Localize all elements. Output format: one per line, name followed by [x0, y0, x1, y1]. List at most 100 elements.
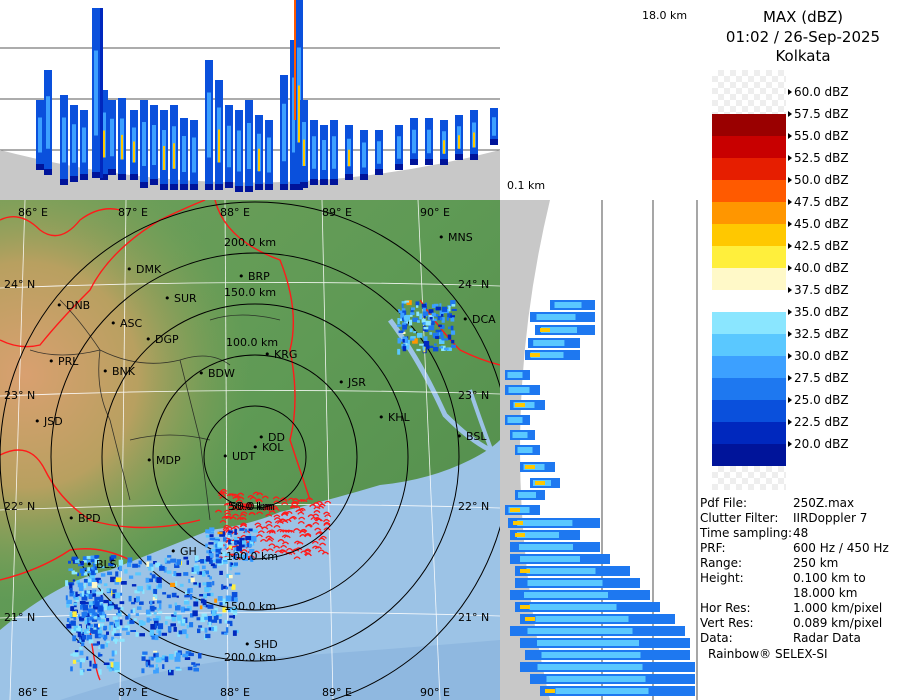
longitude-label: 90° E [420, 686, 450, 699]
info-key: PRF: [700, 541, 726, 555]
legend-label: 42.5 dBZ [788, 239, 849, 253]
info-value: Radar Data [793, 631, 861, 645]
legend-label: 47.5 dBZ [788, 195, 849, 209]
top-echo-columns [36, 0, 498, 192]
legend-label: 30.0 dBZ [788, 349, 849, 363]
side-echo-columns [505, 300, 695, 696]
legend-label: 20.0 dBZ [788, 437, 849, 451]
latitude-label-left: 23° N [4, 389, 36, 402]
info-value: 0.089 km/pixel [793, 616, 883, 630]
info-value: 18.000 km [793, 586, 858, 600]
city-dgp: • DGP [145, 333, 179, 346]
legend-swatch [712, 114, 786, 136]
info-key: Data: [700, 631, 733, 645]
longitude-label-top: 88° E [220, 206, 250, 219]
info-value: IIRDoppler 7 [793, 511, 868, 525]
latitude-label-left: 24° N [4, 278, 36, 291]
city-khl: • KHL [378, 411, 410, 424]
info-key: Height: [700, 571, 744, 585]
legend-swatch [712, 246, 786, 268]
max-height-label: 18.0 km [642, 9, 688, 22]
city-bpd: • BPD [68, 512, 101, 525]
product-title: MAX (dBZ) [762, 8, 844, 26]
city-dnb: • DNB [56, 299, 91, 312]
city-udt: • UDT [222, 450, 256, 463]
legend-swatch [712, 268, 786, 290]
legend-label: 45.0 dBZ [788, 217, 849, 231]
info-row: Time sampling: 48 [700, 526, 808, 540]
city-sur: • SUR [164, 292, 197, 305]
info-row: Hor Res: 1.000 km/pixel [700, 601, 882, 615]
city-bnk: • BNK [102, 365, 135, 378]
info-key: Hor Res: [700, 601, 751, 615]
info-value: 0.100 km to [793, 571, 866, 585]
city-dd: • DD [258, 431, 285, 444]
latitude-label-right: 21° N [458, 611, 490, 624]
side-cross-section [500, 200, 700, 700]
legend-label: 60.0 dBZ [788, 85, 849, 99]
latitude-label-right: 22° N [458, 500, 490, 513]
legend-label: 35.0 dBZ [788, 305, 849, 319]
range-ring-label-south: 100.0 km [226, 550, 279, 563]
latitude-label-right: 24° N [458, 278, 490, 291]
legend-swatch [712, 158, 786, 180]
legend-label: 32.5 dBZ [788, 327, 849, 341]
latitude-label-left: 21° N [4, 611, 36, 624]
city-krg: • KRG [264, 348, 298, 361]
legend-swatch [712, 378, 786, 400]
longitude-label-top: 87° E [118, 206, 148, 219]
legend-label: 37.5 dBZ [788, 283, 849, 297]
legend-label: 25.0 dBZ [788, 393, 849, 407]
longitude-label: 87° E [118, 686, 148, 699]
info-row: Vert Res: 0.089 km/pixel [700, 616, 882, 630]
info-row: Pdf File: 250Z.max [700, 496, 854, 510]
legend-swatch [712, 224, 786, 246]
latitude-label-right: 23° N [458, 389, 490, 402]
city-prl: • PRL [48, 355, 79, 368]
legend-swatch [712, 400, 786, 422]
legend-label: 22.5 dBZ [788, 415, 849, 429]
radar-map [0, 200, 500, 700]
longitude-label-top: 90° E [420, 206, 450, 219]
info-row: Data: Radar Data [700, 631, 861, 645]
info-row: Clutter Filter: IIRDoppler 7 [700, 511, 867, 525]
datetime: 01:02 / 26-Sep-2025 [725, 28, 881, 46]
city-gh: • GH [170, 545, 197, 558]
city-asc: • ASC [110, 317, 143, 330]
top-cross-section [0, 0, 500, 200]
range-ring-label: 50.0 km [230, 500, 276, 513]
city-kol: • KOL [252, 441, 284, 454]
min-height-label: 0.1 km [507, 179, 546, 192]
legend-swatch [712, 356, 786, 378]
range-ring-label: 100.0 km [226, 336, 279, 349]
legend-swatch [712, 312, 786, 334]
legend-label: 55.0 dBZ [788, 129, 849, 143]
legend-swatch [712, 180, 786, 202]
longitude-label: 89° E [322, 686, 352, 699]
info-row: PRF: 600 Hz / 450 Hz [700, 541, 889, 555]
legend-swatch [712, 290, 786, 312]
latitude-label-left: 22° N [4, 500, 36, 513]
legend-swatch [712, 202, 786, 224]
info-value: 250 km [793, 556, 839, 570]
city-mdp: • MDP [146, 454, 181, 467]
city-dca: • DCA [462, 313, 496, 326]
city-jsd: • JSD [34, 415, 63, 428]
longitude-label-top: 86° E [18, 206, 48, 219]
info-key: Pdf File: [700, 496, 748, 510]
range-ring-label-south: 150.0 km [224, 600, 277, 613]
info-value: 1.000 km/pixel [793, 601, 883, 615]
city-bls: • BLS [86, 558, 117, 571]
info-value: 48 [793, 526, 809, 540]
legend-swatch [712, 444, 786, 466]
legend-label: 52.5 dBZ [788, 151, 849, 165]
range-ring-label: 200.0 km [224, 236, 277, 249]
station-name: Kolkata [775, 47, 831, 65]
longitude-label-top: 89° E [322, 206, 352, 219]
info-key: Time sampling: [700, 526, 793, 540]
info-key: Clutter Filter: [700, 511, 779, 525]
city-shd: • SHD [244, 638, 278, 651]
info-key: Range: [700, 556, 743, 570]
legend-swatch [712, 422, 786, 444]
city-jsr: • JSR [338, 376, 366, 389]
